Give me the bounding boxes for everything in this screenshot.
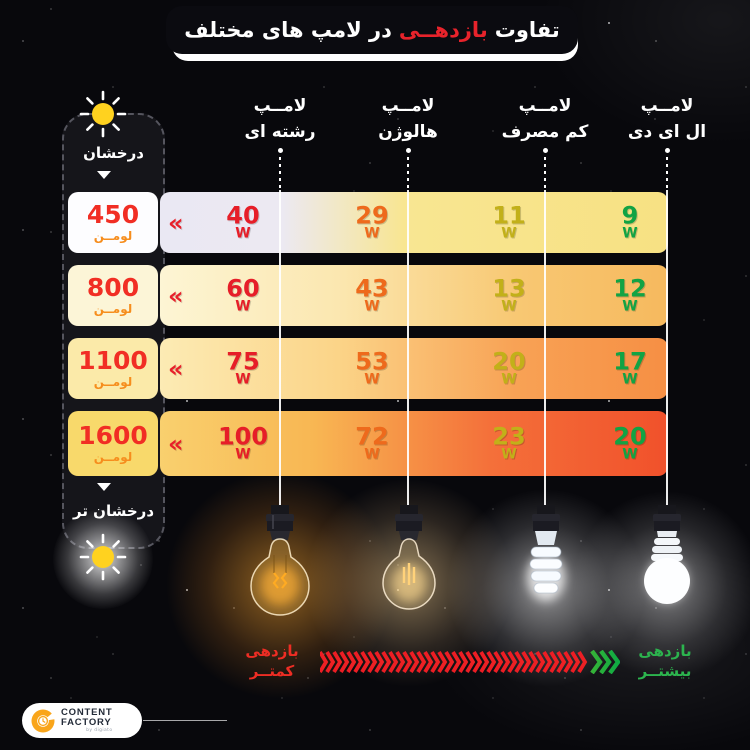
column-header-led: لامــپ ال ای دی	[627, 96, 707, 142]
efficiency-bar-1100: « 75 W 53 W 20 W 17 W	[160, 338, 668, 399]
glowing-sun-icon	[79, 533, 127, 581]
watt-value-led: 17 W	[613, 347, 647, 388]
efficiency-bar-1600: « 100 W 72 W 23 W 20 W	[160, 411, 668, 476]
column-line-wire	[279, 190, 281, 507]
watt-value-incandescent: 100 W	[217, 422, 269, 463]
lumen-value: 1600	[78, 421, 148, 450]
watt-value-incandescent: 75 W	[226, 347, 260, 388]
lumen-unit-label: لومــن	[93, 229, 133, 243]
content-factory-logo: CONTENT FACTORY by digiato	[22, 703, 142, 738]
legend-more-efficiency: بازدهی بیشتــر	[638, 642, 692, 681]
watt-value-incandescent: 60 W	[226, 274, 260, 315]
logo-text-line2: FACTORY	[61, 717, 112, 728]
logo-subtext: by digiato	[86, 728, 113, 734]
cfl-bulb-image	[527, 505, 565, 601]
led-bulb-image	[644, 505, 690, 604]
lumen-unit-label: لومــن	[93, 375, 133, 389]
row-chevron-icon: «	[168, 354, 184, 383]
legend-less-efficiency: بازدهی کمتــر	[245, 642, 299, 681]
lumen-card-800: 800 لومــن	[68, 265, 158, 326]
lumen-card-1100: 1100 لومــن	[68, 338, 158, 399]
watt-value-halogen: 29 W	[355, 201, 389, 242]
watt-value-halogen: 53 W	[355, 347, 389, 388]
column-header-cfl: لامــپ کم مصرف	[501, 96, 589, 142]
logo-text-line1: CONTENT	[61, 706, 113, 718]
incandescent-bulb-image	[250, 505, 310, 616]
column-line-wire	[544, 190, 546, 507]
watt-value-cfl: 23 W	[492, 422, 526, 463]
logo-divider-line	[143, 720, 227, 721]
watt-value-cfl: 20 W	[492, 347, 526, 388]
arrow-down-icon	[97, 171, 111, 179]
brightness-bottom-label: درخشان تر	[72, 502, 155, 520]
title-pre: تفاوت	[494, 18, 560, 42]
dotted-pointer-line	[279, 157, 281, 190]
watt-value-cfl: 13 W	[492, 274, 526, 315]
efficiency-bar-800: « 60 W 43 W 13 W 12 W	[160, 265, 668, 326]
lumen-card-450: 450 لومــن	[68, 192, 158, 253]
watt-value-led: 20 W	[613, 422, 647, 463]
page-title: تفاوت بازدهــی در لامپ های مختلف	[166, 6, 578, 54]
column-line-wire	[666, 190, 668, 507]
column-header-halogen: لامــپ هالوژن	[378, 96, 438, 142]
dotted-pointer-line	[666, 157, 668, 190]
watt-value-halogen: 72 W	[355, 422, 389, 463]
watt-value-incandescent: 40 W	[226, 201, 260, 242]
content-factory-logo-icon	[31, 709, 56, 732]
row-chevron-icon: «	[168, 208, 184, 237]
arrow-down-icon	[97, 483, 111, 491]
lumen-card-1600: 1600 لومــن	[68, 411, 158, 476]
watt-value-cfl: 11 W	[492, 201, 526, 242]
brightness-top-label: درخشان	[83, 144, 144, 162]
watt-value-halogen: 43 W	[355, 274, 389, 315]
row-chevron-icon: «	[168, 429, 184, 458]
lumen-value: 450	[86, 200, 140, 229]
pointer-dot	[665, 148, 670, 153]
pointer-dot	[278, 148, 283, 153]
dotted-pointer-line	[544, 157, 546, 190]
lumen-unit-label: لومــن	[93, 302, 133, 316]
halogen-bulb-image	[382, 505, 436, 610]
lumen-value: 1100	[78, 346, 148, 375]
pointer-dot	[543, 148, 548, 153]
title-highlight: بازدهــی	[398, 18, 488, 42]
pointer-dot	[406, 148, 411, 153]
lumen-value: 800	[86, 273, 140, 302]
column-line-wire	[407, 190, 409, 507]
lumen-unit-label: لومــن	[93, 450, 133, 464]
sun-icon	[79, 90, 127, 138]
efficiency-gradient-arrow	[320, 650, 620, 674]
watt-value-led: 12 W	[613, 274, 647, 315]
title-post: در لامپ های مختلف	[184, 18, 392, 42]
dotted-pointer-line	[407, 157, 409, 190]
column-header-incandescent: لامــپ رشته ای	[244, 96, 316, 142]
row-chevron-icon: «	[168, 281, 184, 310]
brightness-axis-panel	[62, 113, 165, 549]
